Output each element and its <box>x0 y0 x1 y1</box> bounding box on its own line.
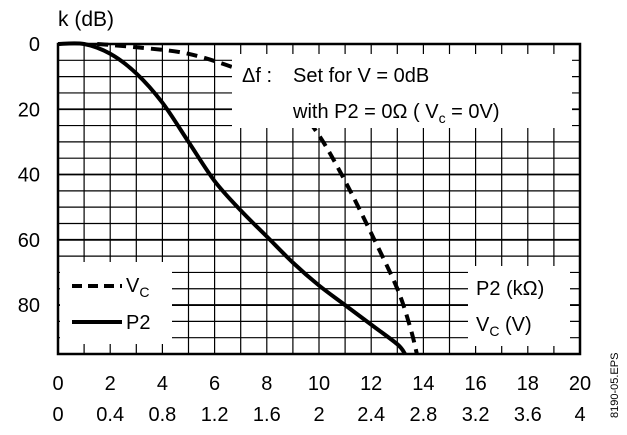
annotation-line-2: with P2 = 0Ω ( Vc = 0V) <box>292 101 500 126</box>
x-tick-label-primary: 14 <box>412 373 434 395</box>
annotation: Δf : Set for V = 0dB with P2 = 0Ω ( Vc =… <box>232 54 572 128</box>
y-axis-label: k (dB) <box>58 8 114 31</box>
x-tick-label-secondary: 0 <box>52 404 63 426</box>
annotation-delta-f: Δf : <box>242 65 272 87</box>
x-tick-label-primary: 4 <box>157 373 168 395</box>
x-tick-label-secondary: 3.6 <box>514 404 542 426</box>
side-text: 8190-05.EPS <box>609 353 621 418</box>
x-tick-label-primary: 10 <box>308 373 330 395</box>
x-tick-label-primary: 8 <box>261 373 272 395</box>
legend-background <box>60 262 172 344</box>
x-tick-label-primary: 16 <box>464 373 486 395</box>
x-tick-label-primary: 6 <box>209 373 220 395</box>
x-tick-label-secondary: 2.4 <box>357 404 385 426</box>
legend-p2-label: P2 <box>126 312 150 334</box>
x-tick-label-primary: 12 <box>360 373 382 395</box>
y-tick-label: 80 <box>18 295 40 317</box>
y-tick-label: 60 <box>18 230 40 252</box>
annotation-line-1: Set for V = 0dB <box>293 65 429 87</box>
legend-vc-label: VC <box>126 275 149 300</box>
plot-frame <box>56 42 582 356</box>
annotation-background <box>232 54 572 128</box>
x-tick-label-secondary: 3.2 <box>462 404 490 426</box>
legend: VC P2 <box>60 262 172 344</box>
y-tick-label: 40 <box>18 165 40 187</box>
p2-unit-label: P2 (kΩ) <box>476 278 544 300</box>
y-tick-label: 0 <box>29 34 40 56</box>
x-tick-label-secondary: 1.2 <box>201 404 229 426</box>
x-tick-label-secondary: 0.8 <box>148 404 176 426</box>
series-layer <box>57 41 419 356</box>
x-tick-label-primary: 2 <box>105 373 116 395</box>
series-p2-line <box>57 41 407 356</box>
x-tick-label-secondary: 1.6 <box>253 404 281 426</box>
x-tick-label-secondary: 0.4 <box>96 404 124 426</box>
x-tick-labels-secondary: 0 0.4 0.8 1.2 1.6 2 2.4 2.8 3.2 3.6 4 <box>52 404 585 426</box>
y-tick-labels: 0 20 40 60 80 <box>18 34 40 317</box>
x-tick-label-secondary: 2 <box>313 404 324 426</box>
x-tick-label-primary: 18 <box>517 373 539 395</box>
x-tick-label-secondary: 2.8 <box>409 404 437 426</box>
vc-unit-label: VC (V) <box>476 314 532 339</box>
x-tick-label-secondary: 4 <box>574 404 585 426</box>
right-labels-background <box>468 266 570 346</box>
y-tick-label: 20 <box>18 99 40 121</box>
x-tick-labels-primary: 0 2 4 6 8 10 12 14 16 18 20 <box>52 373 591 395</box>
right-labels: P2 (kΩ) VC (V) <box>468 266 570 346</box>
x-tick-label-primary: 0 <box>52 373 63 395</box>
x-tick-label-primary: 20 <box>569 373 591 395</box>
